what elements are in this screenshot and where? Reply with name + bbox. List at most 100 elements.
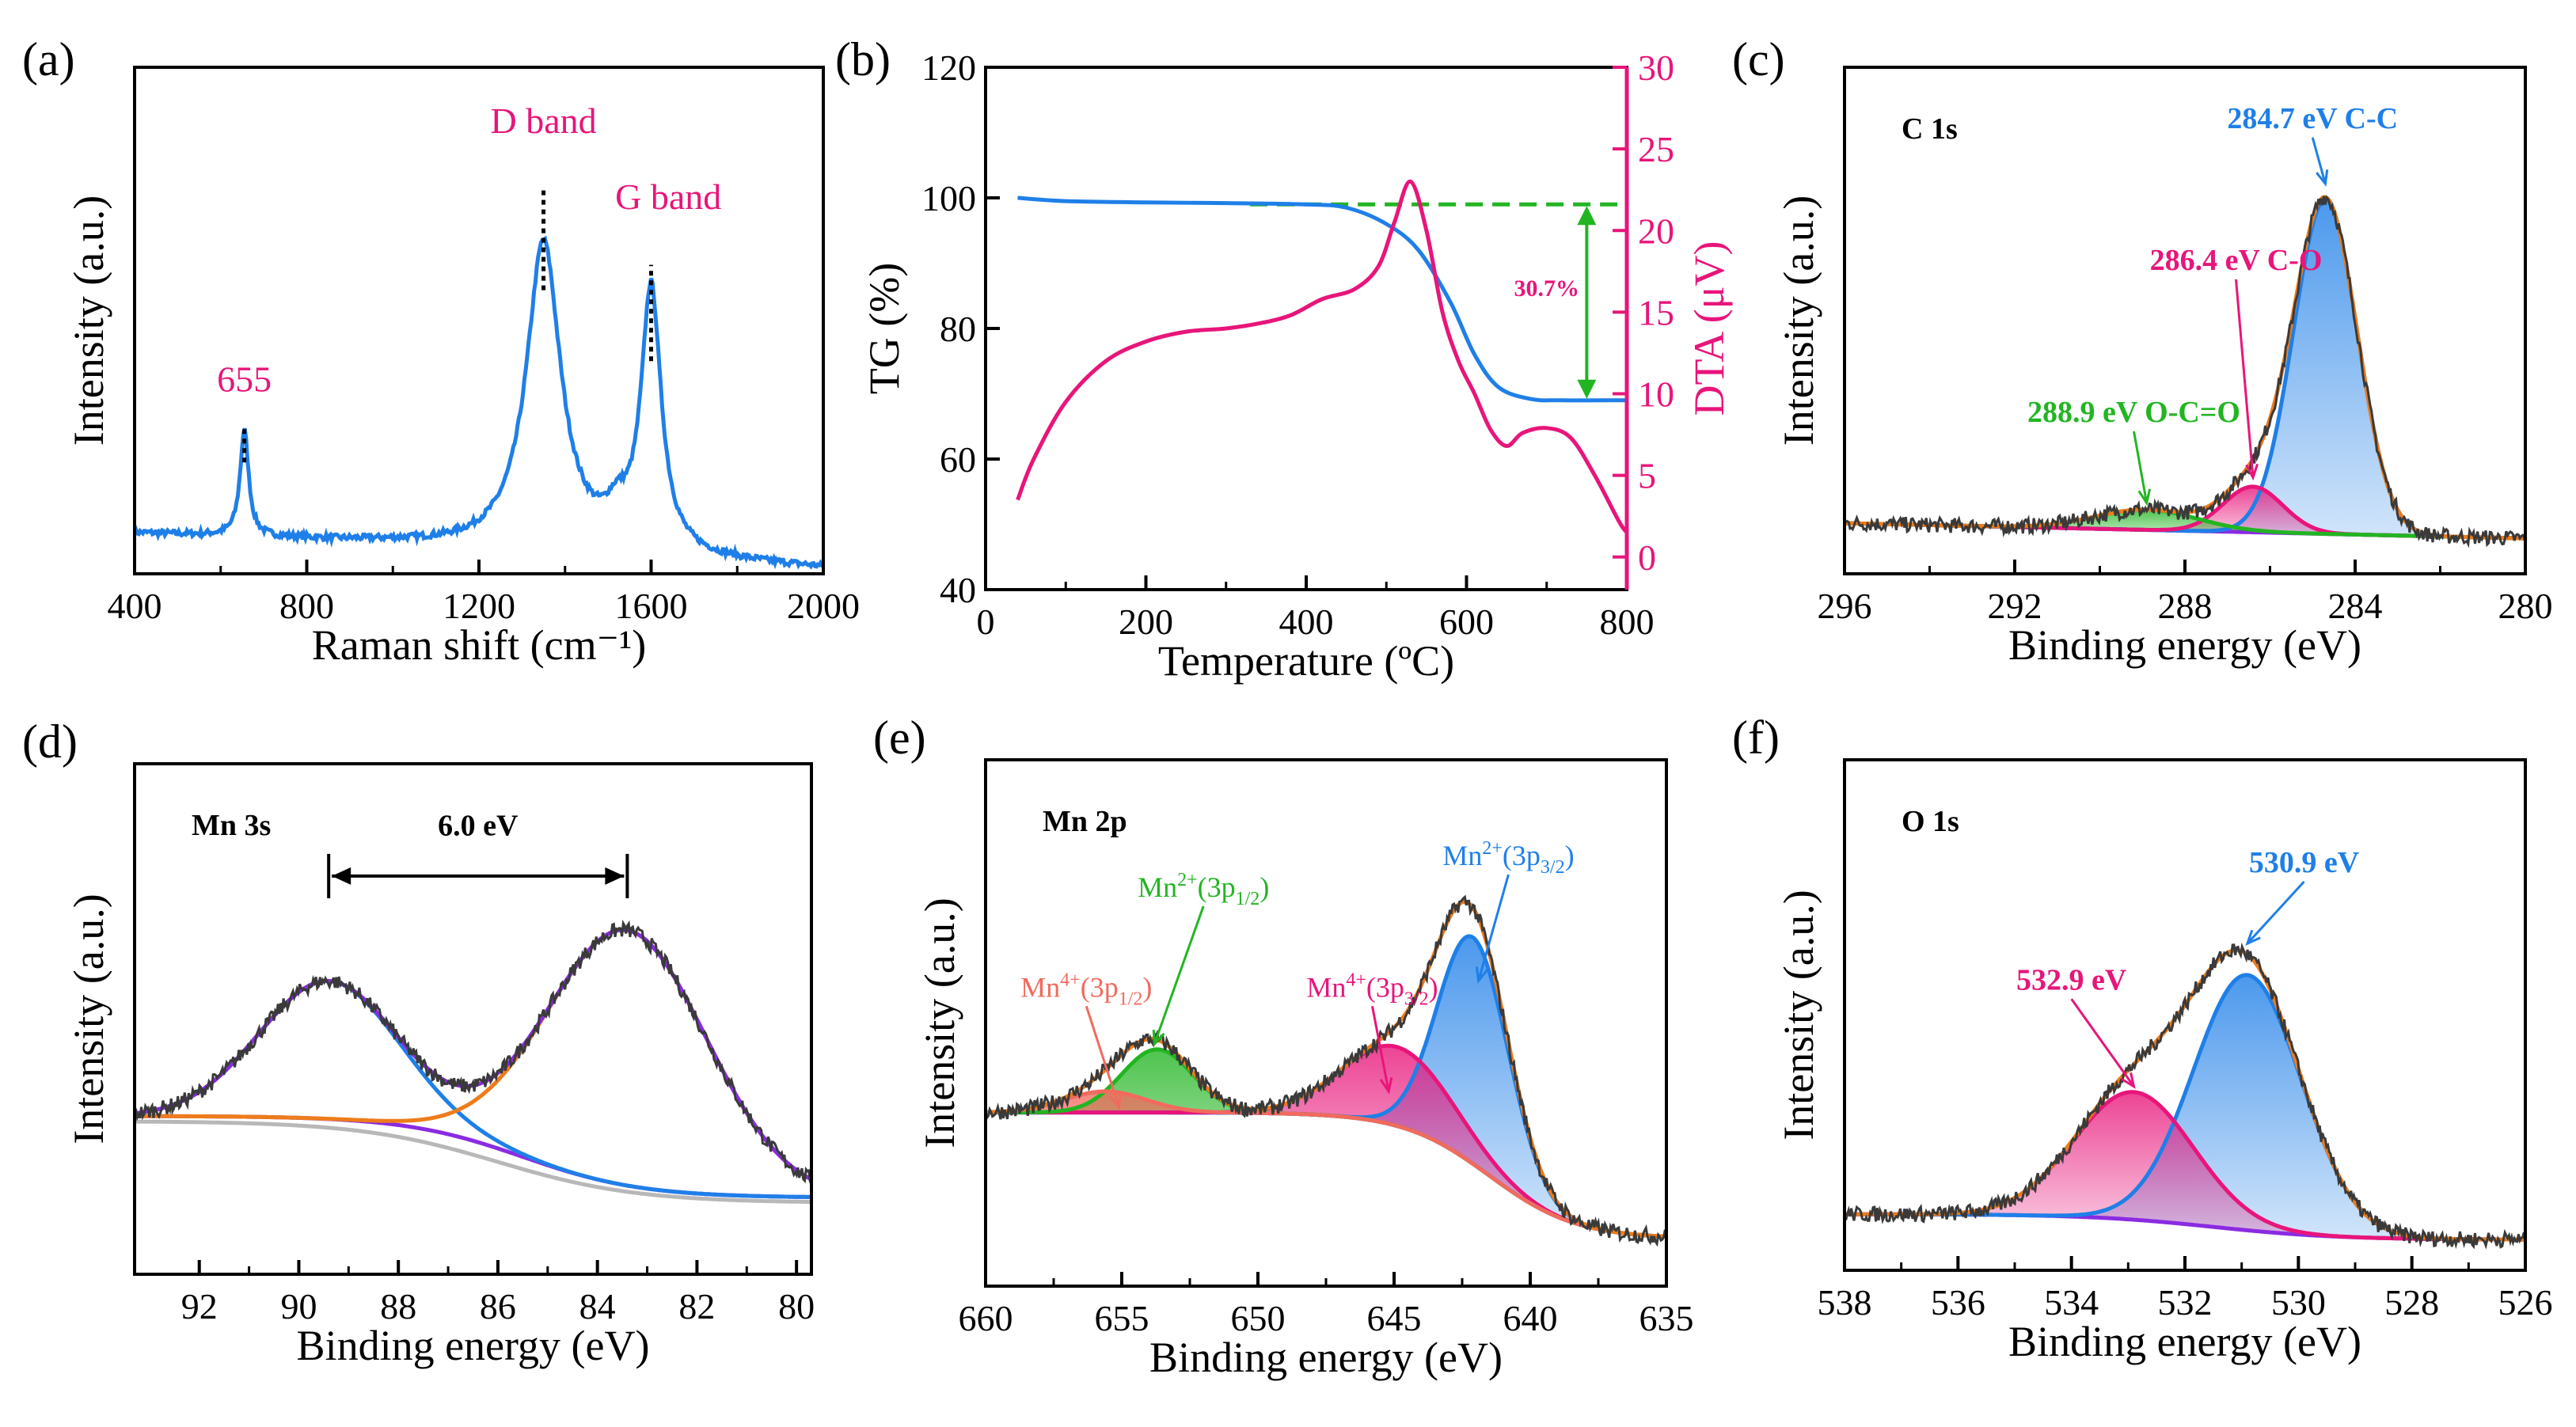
x-tick-label: 80 [778, 1286, 815, 1326]
x-tick-label: 528 [2384, 1282, 2439, 1323]
y2-tick-label: 15 [1638, 292, 1674, 332]
panel-label: (f) [1732, 712, 1780, 764]
series-mn4-3p1-2- [986, 1089, 1666, 1239]
panel-title: Mn 3s [192, 809, 271, 842]
series-raw [1845, 942, 2525, 1250]
x-tick-label: 534 [2044, 1282, 2099, 1323]
x-tick-label: 530 [2271, 1282, 2326, 1323]
annotation-arrow [2311, 137, 2327, 184]
series-envelope [986, 899, 1666, 1239]
y-axis-label: Intensity (a.u.) [65, 894, 112, 1144]
arrow-head-left [332, 867, 351, 885]
y-axis-label: Intensity (a.u.) [916, 898, 963, 1148]
y2-tick-label: 5 [1638, 456, 1656, 496]
panel-label: (e) [873, 712, 926, 764]
fill-mn2-3p1-2- [986, 1049, 1666, 1237]
plot-frame [133, 762, 813, 1276]
arrow-head-down [1577, 379, 1597, 399]
x-tick-label: 0 [977, 602, 995, 642]
x-tick-label: 288 [2158, 586, 2213, 626]
annotation-arrow-head [1108, 1092, 1122, 1110]
annotation-arrow-head [1475, 966, 1489, 985]
x-tick-label: 84 [579, 1286, 616, 1326]
annotation-arrow [1477, 874, 1510, 981]
x-tick-label: 645 [1367, 1298, 1422, 1338]
x-tick-label: 2000 [787, 586, 860, 626]
series-raw [135, 919, 811, 1186]
annotation-label: G band [615, 176, 721, 217]
y-tick-label: 100 [921, 178, 976, 218]
annotation-label: 30.7% [1514, 275, 1580, 302]
annotation-label: 530.9 eV [2249, 846, 2360, 879]
annotation-arrow [2070, 998, 2135, 1087]
x-tick-label: 88 [380, 1286, 416, 1326]
annotation-label: 284.7 eV C-C [2227, 102, 2398, 135]
annotation-arrow-head [2316, 169, 2329, 187]
x-tick-label: 280 [2498, 586, 2553, 626]
annotation-arrow [1371, 1005, 1390, 1092]
arrow-head-up [1577, 206, 1597, 226]
x-tick-label: 635 [1639, 1298, 1694, 1338]
x-tick-label: 655 [1095, 1298, 1149, 1338]
series-bg2 [135, 1119, 811, 1205]
x-tick-label: 650 [1231, 1298, 1286, 1338]
y2-tick-label: 10 [1638, 374, 1674, 415]
panel-label: (d) [22, 715, 78, 768]
panel-d: 92 90 88 86 84 82 80 Binding energy (eV) Intensi… [22, 715, 815, 1369]
x-tick-label: 200 [1119, 602, 1173, 642]
plot-area [135, 235, 823, 570]
x-tick-label: 296 [1818, 586, 1872, 626]
series-dta [1016, 179, 1627, 534]
fill-288-9-ev-o-c-o [1845, 509, 2525, 539]
annotation-arrow [2133, 431, 2149, 503]
annotation-arrow-head [1379, 1077, 1393, 1095]
series-raman-spectrum [135, 235, 823, 570]
x-axis-label: Binding energy (eV) [2008, 621, 2361, 669]
y2-tick-label: 30 [1638, 47, 1674, 88]
annotation-arrow [1153, 905, 1205, 1045]
y-tick-label: 40 [940, 570, 976, 610]
panel-a: 400 800 1200 1600 2000 Raman shift (cm⁻¹) Inte… [22, 33, 860, 669]
annotation-label: 286.4 eV C-O [2150, 244, 2323, 277]
x-tick-label: 660 [959, 1298, 1013, 1338]
plot-area [986, 894, 1666, 1247]
x-tick-label: 1600 [615, 586, 688, 626]
x-axis-label: Binding energy (eV) [1149, 1334, 1503, 1381]
annotation-arrow [2235, 279, 2255, 478]
x-tick-label: 800 [1600, 602, 1655, 642]
y2-axis-label: DTA (μV) [1685, 241, 1733, 416]
fill-530-9-ev [1845, 974, 2525, 1240]
annotation-arrow-head [2137, 488, 2152, 507]
y-axis-label: Intensity (a.u.) [1775, 195, 1822, 446]
panel-label: (b) [835, 33, 891, 85]
x-tick-label: 532 [2158, 1282, 2213, 1323]
y-axis-label: Intensity (a.u.) [65, 195, 112, 446]
annotation-label: D band [490, 101, 596, 141]
x-tick-label: 82 [678, 1286, 715, 1326]
x-axis-label: Raman shift (cm⁻¹) [312, 621, 647, 669]
x-tick-label: 536 [1931, 1282, 1985, 1323]
panel-b: 0 200 400 600 800 40 60 80 100 120 0 5 10 15 20 25 30 DTA… [835, 33, 1733, 685]
panel-c: 296 292 288 284 280 Binding energy (eV) Intens… [1732, 33, 2553, 669]
plot-area [1016, 179, 1627, 534]
y2-tick-label: 25 [1638, 129, 1674, 169]
fill-mn2-3p3-2- [986, 936, 1666, 1237]
y-axis-label: TG (%) [861, 263, 908, 394]
annotation-label: Mn4+(3p1/2) [1020, 970, 1152, 1009]
x-tick-label: 292 [1988, 586, 2042, 626]
plot-area [135, 919, 811, 1205]
panel-title: C 1s [1902, 112, 1958, 146]
x-tick-label: 86 [480, 1286, 516, 1326]
annotation-arrow-head [2121, 1072, 2136, 1089]
x-tick-label: 400 [108, 586, 162, 626]
x-tick-label: 90 [280, 1286, 317, 1326]
annotation-label: 532.9 eV [2016, 963, 2127, 996]
panel-title: Mn 2p [1043, 805, 1127, 838]
y2-tick-label: 0 [1638, 537, 1656, 578]
y-tick-label: 80 [940, 309, 976, 349]
annotation-label: Mn2+(3p1/2) [1138, 870, 1269, 909]
annotation-label: Mn4+(3p3/2) [1306, 970, 1438, 1009]
x-tick-label: 400 [1279, 602, 1334, 642]
annotation-arrow [1085, 1005, 1120, 1108]
panel-title: O 1s [1902, 805, 1959, 838]
